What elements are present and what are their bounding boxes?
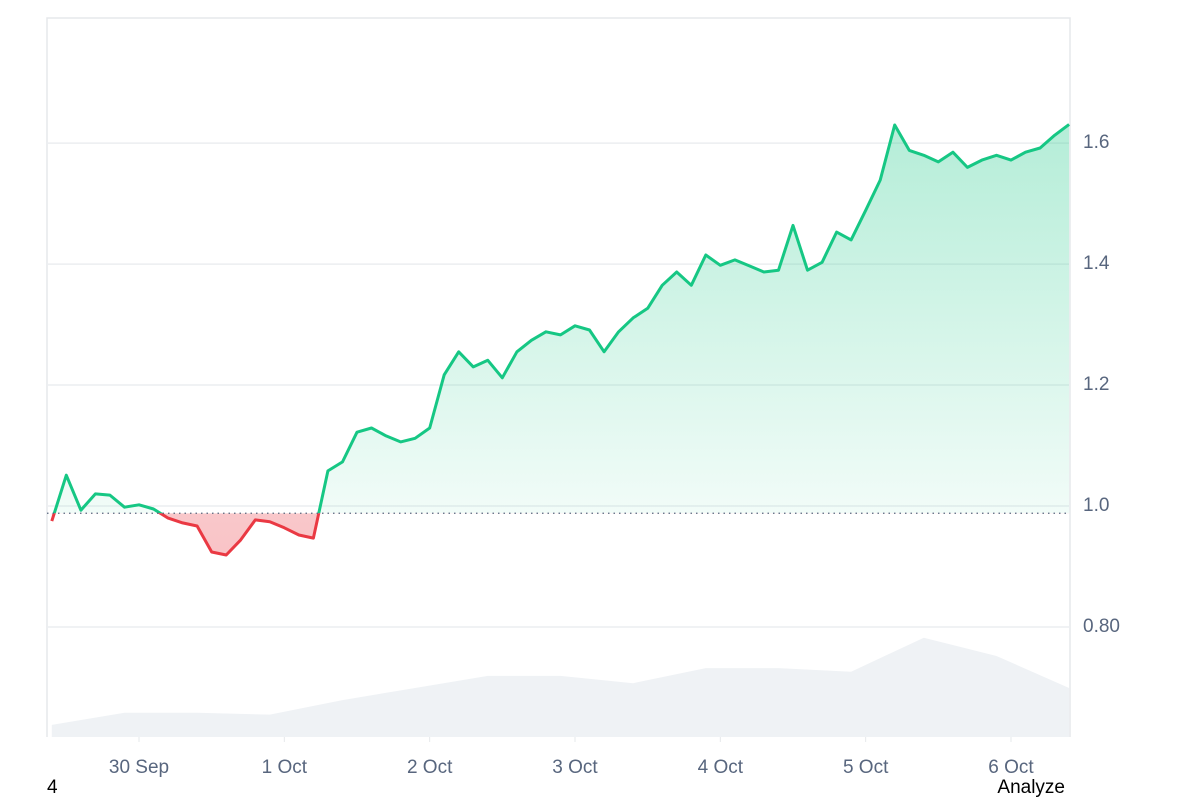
footer-left: 4: [47, 777, 58, 798]
price-line-up: [52, 123, 1071, 514]
plot-frame: [46, 17, 1071, 737]
y-tick-label: 0.80: [1083, 616, 1120, 637]
x-tick-label: 2 Oct: [407, 757, 453, 778]
y-tick-label: 1.4: [1083, 253, 1110, 274]
volume-area: [51, 637, 1070, 737]
area-up: [51, 124, 1070, 514]
y-tick-label: 1.2: [1083, 374, 1109, 395]
x-tick-label: 6 Oct: [988, 757, 1034, 778]
x-tick-label: 5 Oct: [843, 757, 889, 778]
x-tick-label: 1 Oct: [262, 757, 308, 778]
analyze-button[interactable]: Analyze: [997, 777, 1065, 798]
price-line-down: [50, 513, 321, 557]
x-tick-label: 3 Oct: [552, 757, 598, 778]
x-tick-label: 4 Oct: [698, 757, 744, 778]
y-tick-label: 1.6: [1083, 132, 1109, 153]
y-tick-label: 1.0: [1083, 495, 1109, 516]
x-tick-label: 30 Sep: [109, 757, 169, 778]
